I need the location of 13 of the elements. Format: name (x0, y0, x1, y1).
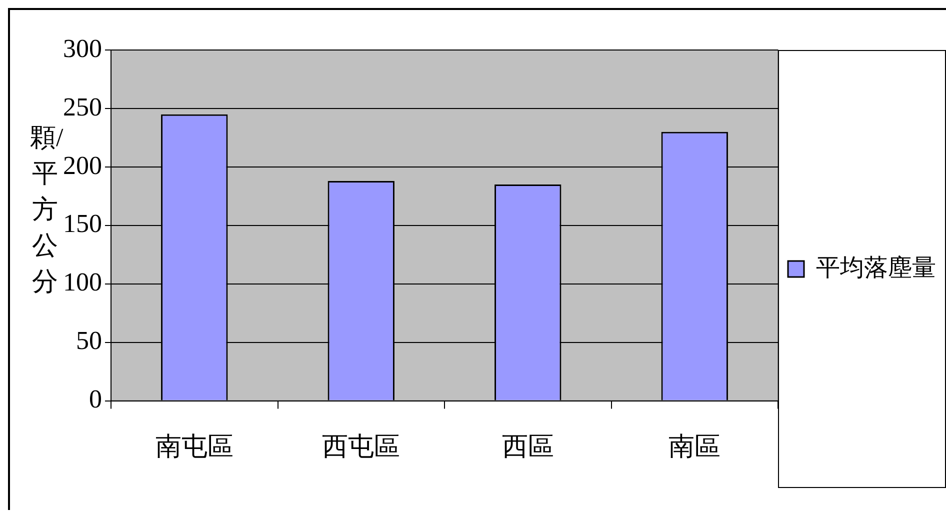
x-tick-label: 南屯區 (155, 432, 234, 462)
x-tick-label: 南區 (668, 432, 721, 462)
x-tick-label: 西區 (502, 432, 554, 462)
y-tick-label: 300 (63, 34, 102, 63)
y-tick-label: 150 (63, 209, 102, 238)
y-tick-label: 0 (89, 384, 102, 414)
y-tick-label: 100 (63, 268, 102, 297)
y-tick-label: 250 (63, 92, 102, 122)
y-tick-label: 200 (63, 150, 102, 180)
y-tick-label: 50 (76, 326, 102, 356)
legend-label: 平均落塵量 (816, 254, 936, 282)
y-axis-title: 顆/平方公分 (30, 122, 64, 298)
x-tick-label: 西屯區 (322, 432, 400, 462)
